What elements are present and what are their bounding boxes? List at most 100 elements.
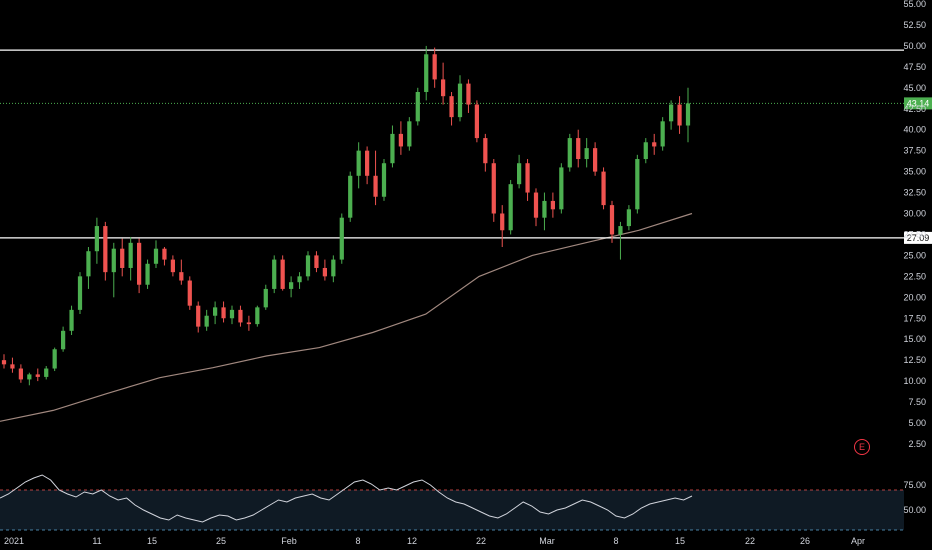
candle-body xyxy=(69,309,74,331)
rsi-band-fill xyxy=(0,490,904,530)
candle-body xyxy=(77,276,83,310)
candle-body xyxy=(457,83,463,118)
candle-body xyxy=(508,184,513,231)
time-tick-label: Mar xyxy=(539,536,555,546)
price-tick-label: 32.50 xyxy=(903,188,926,198)
time-tick-label: 22 xyxy=(745,536,755,546)
candle-body xyxy=(677,104,682,126)
candle-body xyxy=(533,192,539,218)
time-tick-label: 8 xyxy=(613,536,618,546)
price-tick-label: 42.50 xyxy=(903,104,926,114)
candle-body xyxy=(365,150,370,176)
candle-body xyxy=(120,248,125,268)
candle-body xyxy=(643,142,648,160)
price-axis[interactable]: 55.00 52.50 50.00 47.50 45.00 42.50 40.00 37.50… xyxy=(903,0,926,449)
candle-body xyxy=(407,121,412,147)
price-tick-label: 40.00 xyxy=(903,125,926,135)
price-tick-label: 22.50 xyxy=(903,271,926,281)
candle-body xyxy=(348,175,353,218)
candle-body xyxy=(305,255,311,277)
price-tick-label: 20.00 xyxy=(903,292,926,302)
candle-body xyxy=(18,368,23,380)
price-tick-label: 2.50 xyxy=(908,439,926,449)
candle-body xyxy=(221,307,226,319)
candle-body xyxy=(584,148,589,160)
candle-body xyxy=(466,83,471,105)
candle-body xyxy=(356,150,361,176)
candle-body xyxy=(35,374,40,377)
candle-body xyxy=(137,242,142,285)
candle-body xyxy=(153,248,159,264)
price-tick-label: 10.00 xyxy=(903,376,926,386)
price-tick-label: 17.50 xyxy=(903,313,926,323)
candle-body xyxy=(111,248,116,273)
candle-body xyxy=(483,138,488,164)
candle-body xyxy=(669,104,674,122)
candle-body xyxy=(255,307,260,325)
candle-body xyxy=(559,167,564,210)
time-tick-label: 11 xyxy=(92,536,101,546)
time-axis[interactable]: 2021 11 15 25 Feb 8 12 22 Mar 8 15 22 26 Apr xyxy=(4,536,865,546)
candle-body xyxy=(685,103,691,126)
time-tick-label: 2021 xyxy=(4,536,24,546)
price-tick-label: 45.00 xyxy=(903,83,926,93)
candle-body xyxy=(609,205,615,235)
time-tick-label: 25 xyxy=(216,536,226,546)
candle-body xyxy=(567,138,572,168)
rsi-line xyxy=(0,474,693,523)
candle-body xyxy=(94,226,99,252)
candle-body xyxy=(500,213,505,231)
time-tick-label: 8 xyxy=(355,536,360,546)
candle-body xyxy=(415,91,420,122)
price-tick-label: 55.00 xyxy=(903,0,926,9)
level-price-tag xyxy=(904,231,932,244)
candle-body xyxy=(449,96,454,118)
last-price-label: 43.14 xyxy=(907,98,930,108)
candles-layer xyxy=(1,45,691,386)
price-tick-label: 30.00 xyxy=(903,209,926,219)
candle-body xyxy=(542,200,547,218)
rsi-pane[interactable]: 75.00 50.00 xyxy=(0,474,926,531)
candle-body xyxy=(626,209,631,227)
time-tick-label: 12 xyxy=(407,536,417,546)
candle-body xyxy=(652,142,657,147)
candle-body xyxy=(1,360,7,365)
candle-body xyxy=(10,364,15,369)
candle-body xyxy=(339,217,344,260)
candle-body xyxy=(145,263,150,285)
candle-body xyxy=(162,248,167,260)
earnings-icon[interactable] xyxy=(854,439,870,455)
candle-body xyxy=(297,276,302,283)
candle-body xyxy=(44,368,49,377)
time-tick-label: 22 xyxy=(476,536,486,546)
candle-body xyxy=(331,259,336,277)
price-tick-label: 35.00 xyxy=(903,167,926,177)
candle-body xyxy=(491,163,496,214)
candle-body xyxy=(474,104,479,139)
candle-body xyxy=(179,272,184,281)
rsi-tick-label: 50.00 xyxy=(903,505,926,515)
candle-body xyxy=(314,255,319,268)
candle-body xyxy=(424,54,429,92)
candle-body xyxy=(660,121,665,147)
candle-body xyxy=(52,349,57,369)
candle-body xyxy=(229,309,235,319)
price-tick-label: 52.50 xyxy=(903,20,926,30)
last-price-tag xyxy=(904,97,932,110)
price-tick-label: 12.50 xyxy=(903,355,926,365)
candle-body xyxy=(618,226,623,235)
candle-body xyxy=(263,288,268,308)
candle-body xyxy=(272,259,277,289)
price-tick-label: 27.50 xyxy=(903,229,926,239)
candle-body xyxy=(103,226,108,273)
candle-body xyxy=(213,307,218,316)
time-tick-label: 15 xyxy=(675,536,685,546)
candle-body xyxy=(593,148,598,172)
earnings-badge[interactable]: E xyxy=(854,439,870,455)
candle-body xyxy=(576,138,581,160)
candle-body xyxy=(525,163,530,193)
candle-body xyxy=(238,309,243,323)
time-tick-label: Apr xyxy=(851,536,865,546)
candle-body xyxy=(128,242,133,268)
